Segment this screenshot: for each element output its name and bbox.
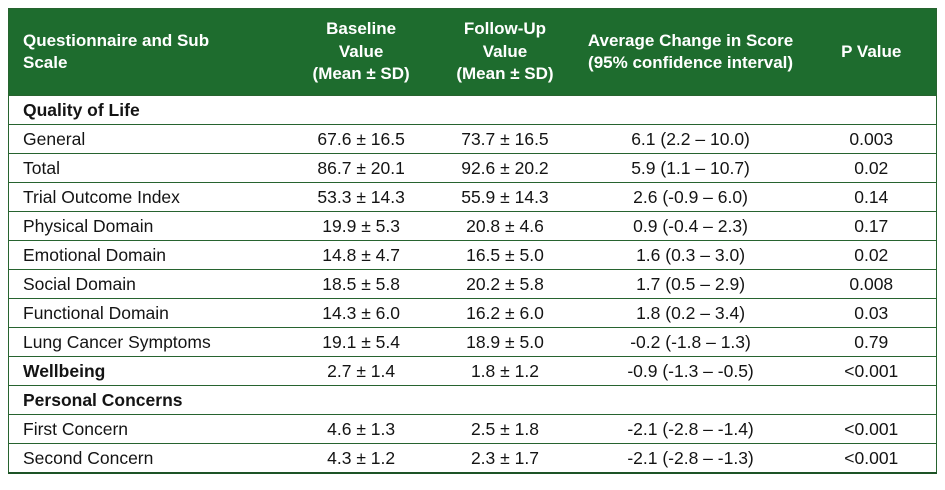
- column-header-pvalue: P Value: [806, 8, 937, 96]
- baseline-value: 19.9 ± 5.3: [286, 211, 436, 241]
- p-value: 0.02: [806, 240, 937, 270]
- row-label: Trial Outcome Index: [8, 182, 287, 212]
- p-value: <0.001: [806, 414, 937, 444]
- change-value: -0.9 (-1.3 – -0.5): [574, 356, 807, 386]
- change-value: 0.9 (-0.4 – 2.3): [574, 211, 807, 241]
- p-value: <0.001: [806, 356, 937, 386]
- baseline-value: 67.6 ± 16.5: [286, 124, 436, 154]
- table-row: Social Domain 18.5 ± 5.8 20.2 ± 5.8 1.7 (0.…: [8, 269, 937, 299]
- row-label: Social Domain: [8, 269, 287, 299]
- p-value: 0.003: [806, 124, 937, 154]
- row-label: Total: [8, 153, 287, 183]
- change-value: -2.1 (-2.8 – -1.3): [574, 443, 807, 473]
- table-header: Questionnaire and Sub Scale Baseline Val…: [8, 8, 937, 96]
- table-body: Quality of Life General 67.6 ± 16.5 73.7 ± …: [8, 95, 937, 473]
- baseline-value: 4.6 ± 1.3: [286, 414, 436, 444]
- table-row: General 67.6 ± 16.5 73.7 ± 16.5 6.1 (2.2 – …: [8, 124, 937, 154]
- column-header-change: Average Change in Score (95% confidence …: [574, 8, 807, 96]
- column-header-followup: Follow-Up Value (Mean ± SD): [435, 8, 575, 96]
- row-label: Physical Domain: [8, 211, 287, 241]
- table-row: Second Concern 4.3 ± 1.2 2.3 ± 1.7 -2.1 (-2…: [8, 443, 937, 473]
- results-table: Questionnaire and Sub Scale Baseline Val…: [8, 8, 937, 474]
- change-value: -2.1 (-2.8 – -1.4): [574, 414, 807, 444]
- baseline-value: 14.3 ± 6.0: [286, 298, 436, 328]
- followup-value: 1.8 ± 1.2: [435, 356, 575, 386]
- change-value: 1.7 (0.5 – 2.9): [574, 269, 807, 299]
- row-label: Second Concern: [8, 443, 287, 473]
- p-value: 0.17: [806, 211, 937, 241]
- followup-value: 20.2 ± 5.8: [435, 269, 575, 299]
- row-label: First Concern: [8, 414, 287, 444]
- followup-value: 16.5 ± 5.0: [435, 240, 575, 270]
- row-label: Functional Domain: [8, 298, 287, 328]
- followup-value: 73.7 ± 16.5: [435, 124, 575, 154]
- p-value: 0.008: [806, 269, 937, 299]
- change-value: 1.6 (0.3 – 3.0): [574, 240, 807, 270]
- followup-value: 55.9 ± 14.3: [435, 182, 575, 212]
- baseline-value: 19.1 ± 5.4: [286, 327, 436, 357]
- baseline-value: 14.8 ± 4.7: [286, 240, 436, 270]
- baseline-value: 18.5 ± 5.8: [286, 269, 436, 299]
- p-value: 0.14: [806, 182, 937, 212]
- section-row: Personal Concerns: [8, 385, 937, 415]
- followup-value: 20.8 ± 4.6: [435, 211, 575, 241]
- section-row: Quality of Life: [8, 95, 937, 125]
- row-label: Wellbeing: [8, 356, 287, 386]
- followup-value: 2.3 ± 1.7: [435, 443, 575, 473]
- change-value: 5.9 (1.1 – 10.7): [574, 153, 807, 183]
- table-row: Total 86.7 ± 20.1 92.6 ± 20.2 5.9 (1.1 – 10…: [8, 153, 937, 183]
- column-header-questionnaire: Questionnaire and Sub Scale: [8, 8, 287, 96]
- header-row: Questionnaire and Sub Scale Baseline Val…: [8, 8, 937, 96]
- baseline-value: 2.7 ± 1.4: [286, 356, 436, 386]
- table-row: Wellbeing 2.7 ± 1.4 1.8 ± 1.2 -0.9 (-1.3 – …: [8, 356, 937, 386]
- change-value: -0.2 (-1.8 – 1.3): [574, 327, 807, 357]
- followup-value: 92.6 ± 20.2: [435, 153, 575, 183]
- change-value: 2.6 (-0.9 – 6.0): [574, 182, 807, 212]
- table-row: Lung Cancer Symptoms 19.1 ± 5.4 18.9 ± 5.0…: [8, 327, 937, 357]
- baseline-value: 53.3 ± 14.3: [286, 182, 436, 212]
- table-row: Functional Domain 14.3 ± 6.0 16.2 ± 6.0 1.8…: [8, 298, 937, 328]
- p-value: <0.001: [806, 443, 937, 473]
- p-value: 0.03: [806, 298, 937, 328]
- table-row: Trial Outcome Index 53.3 ± 14.3 55.9 ± 14.…: [8, 182, 937, 212]
- column-header-baseline: Baseline Value (Mean ± SD): [286, 8, 436, 96]
- row-label: General: [8, 124, 287, 154]
- change-value: 1.8 (0.2 – 3.4): [574, 298, 807, 328]
- table-row: Physical Domain 19.9 ± 5.3 20.8 ± 4.6 0.9 (…: [8, 211, 937, 241]
- section-label: Personal Concerns: [8, 385, 937, 415]
- table-row: First Concern 4.6 ± 1.3 2.5 ± 1.8 -2.1 (-2.…: [8, 414, 937, 444]
- followup-value: 18.9 ± 5.0: [435, 327, 575, 357]
- row-label: Emotional Domain: [8, 240, 287, 270]
- followup-value: 16.2 ± 6.0: [435, 298, 575, 328]
- baseline-value: 4.3 ± 1.2: [286, 443, 436, 473]
- row-label: Lung Cancer Symptoms: [8, 327, 287, 357]
- p-value: 0.02: [806, 153, 937, 183]
- section-label: Quality of Life: [8, 95, 937, 125]
- p-value: 0.79: [806, 327, 937, 357]
- table-row: Emotional Domain 14.8 ± 4.7 16.5 ± 5.0 1.6 …: [8, 240, 937, 270]
- change-value: 6.1 (2.2 – 10.0): [574, 124, 807, 154]
- followup-value: 2.5 ± 1.8: [435, 414, 575, 444]
- baseline-value: 86.7 ± 20.1: [286, 153, 436, 183]
